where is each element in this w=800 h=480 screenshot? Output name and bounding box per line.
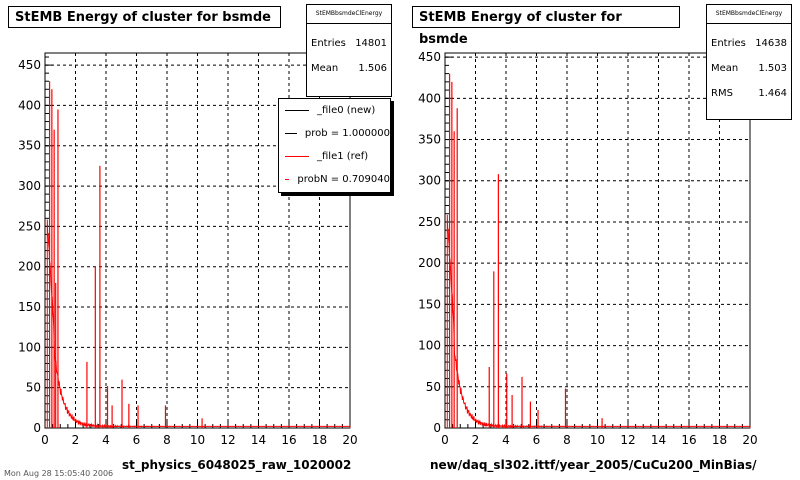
y-tick-label: 350 xyxy=(18,139,41,153)
y-tick-label: 100 xyxy=(18,340,41,354)
legend-swatch-file0 xyxy=(285,110,309,111)
y-tick-label: 250 xyxy=(18,219,41,233)
x-tick-label: 12 xyxy=(620,433,635,447)
right-stats-name: StEMBbsmdeClEnergy xyxy=(707,5,791,24)
histogram-line xyxy=(46,219,351,429)
x-tick-label: 8 xyxy=(563,433,571,447)
x-tick-label: 14 xyxy=(651,433,666,447)
x-tick-label: 0 xyxy=(441,433,449,447)
histogram-line xyxy=(446,214,751,429)
right-stats-box: StEMBbsmdeClEnergy Entries 14638 Mean 1.50… xyxy=(706,4,792,120)
x-tick-label: 20 xyxy=(342,433,357,447)
y-tick-label: 450 xyxy=(418,50,441,64)
x-tick-label: 8 xyxy=(163,433,171,447)
x-tick-label: 12 xyxy=(220,433,235,447)
x-tick-label: 2 xyxy=(72,433,80,447)
left-stats-mean-value: 1.506 xyxy=(358,63,387,74)
x-tick-label: 2 xyxy=(472,433,480,447)
left-stats-entries-label: Entries xyxy=(311,38,346,49)
right-stats-entries-label: Entries xyxy=(711,38,746,49)
legend-entry-file1: _file1 (ref) xyxy=(279,145,390,168)
y-tick-label: 0 xyxy=(433,421,441,435)
y-tick-label: 150 xyxy=(18,300,41,314)
y-tick-label: 0 xyxy=(33,421,41,435)
right-plot: 0 2 4 6 8 10 12 14 16 18 2005010015020025030035040… xyxy=(418,50,758,447)
y-tick-label: 400 xyxy=(18,98,41,112)
x-tick-label: 4 xyxy=(102,433,110,447)
right-stats-mean-value: 1.503 xyxy=(758,63,787,74)
x-tick-label: 16 xyxy=(281,433,296,447)
x-tick-label: 16 xyxy=(681,433,696,447)
x-tick-label: 14 xyxy=(251,433,266,447)
x-tick-label: 18 xyxy=(312,433,327,447)
right-plot-title: StEMB Energy of cluster for bsmde xyxy=(412,6,680,47)
left-stats-entries-value: 14801 xyxy=(355,38,387,49)
left-plot-title: StEMB Energy of cluster for bsmde xyxy=(8,6,281,28)
left-stats-box: StEMBbsmdeClEnergy Entries 14801 Mean 1.50… xyxy=(306,4,392,97)
x-tick-label: 10 xyxy=(190,433,205,447)
legend: _file0 (new) prob = 1.000000 _file1 (ref… xyxy=(278,98,391,193)
y-tick-label: 200 xyxy=(18,260,41,274)
y-tick-label: 200 xyxy=(418,256,441,270)
y-tick-label: 300 xyxy=(18,179,41,193)
y-tick-label: 150 xyxy=(418,297,441,311)
y-tick-label: 300 xyxy=(418,174,441,188)
right-x-axis-title: new/daq_sl302.ittf/year_2005/CuCu200_Min… xyxy=(430,458,757,472)
left-x-axis-title: st_physics_6048025_raw_1020002 xyxy=(122,458,352,472)
footer-timestamp: Mon Aug 28 15:05:40 2006 xyxy=(4,469,114,478)
x-tick-label: 6 xyxy=(133,433,141,447)
x-tick-label: 10 xyxy=(590,433,605,447)
legend-label-file0: _file0 (new) xyxy=(317,105,376,116)
y-tick-label: 350 xyxy=(418,133,441,147)
x-tick-label: 20 xyxy=(742,433,757,447)
x-tick-label: 0 xyxy=(41,433,49,447)
left-stats-mean-label: Mean xyxy=(311,63,339,74)
y-tick-label: 250 xyxy=(418,215,441,229)
legend-swatch-prob xyxy=(285,133,297,134)
legend-label-file1: _file1 (ref) xyxy=(317,151,369,162)
legend-entry-probn: probN = 0.709040 xyxy=(279,168,390,191)
legend-label-probn: probN = 0.709040 xyxy=(297,174,390,185)
right-stats-rms-label: RMS xyxy=(711,88,733,99)
legend-entry-file0: _file0 (new) xyxy=(279,99,390,122)
y-tick-label: 100 xyxy=(418,339,441,353)
right-stats-entries-value: 14638 xyxy=(755,38,787,49)
legend-swatch-probn xyxy=(285,179,290,180)
y-tick-label: 450 xyxy=(18,58,41,72)
x-tick-label: 4 xyxy=(502,433,510,447)
left-stats-name: StEMBbsmdeClEnergy xyxy=(307,5,391,24)
legend-swatch-file1 xyxy=(285,156,309,157)
x-tick-label: 6 xyxy=(533,433,541,447)
right-stats-mean-label: Mean xyxy=(711,63,739,74)
legend-entry-prob: prob = 1.000000 xyxy=(279,122,390,145)
x-tick-label: 18 xyxy=(712,433,727,447)
y-tick-label: 50 xyxy=(426,380,441,394)
right-stats-rms-value: 1.464 xyxy=(758,88,787,99)
legend-label-prob: prob = 1.000000 xyxy=(304,128,390,139)
y-tick-label: 400 xyxy=(418,91,441,105)
y-tick-label: 50 xyxy=(26,381,41,395)
